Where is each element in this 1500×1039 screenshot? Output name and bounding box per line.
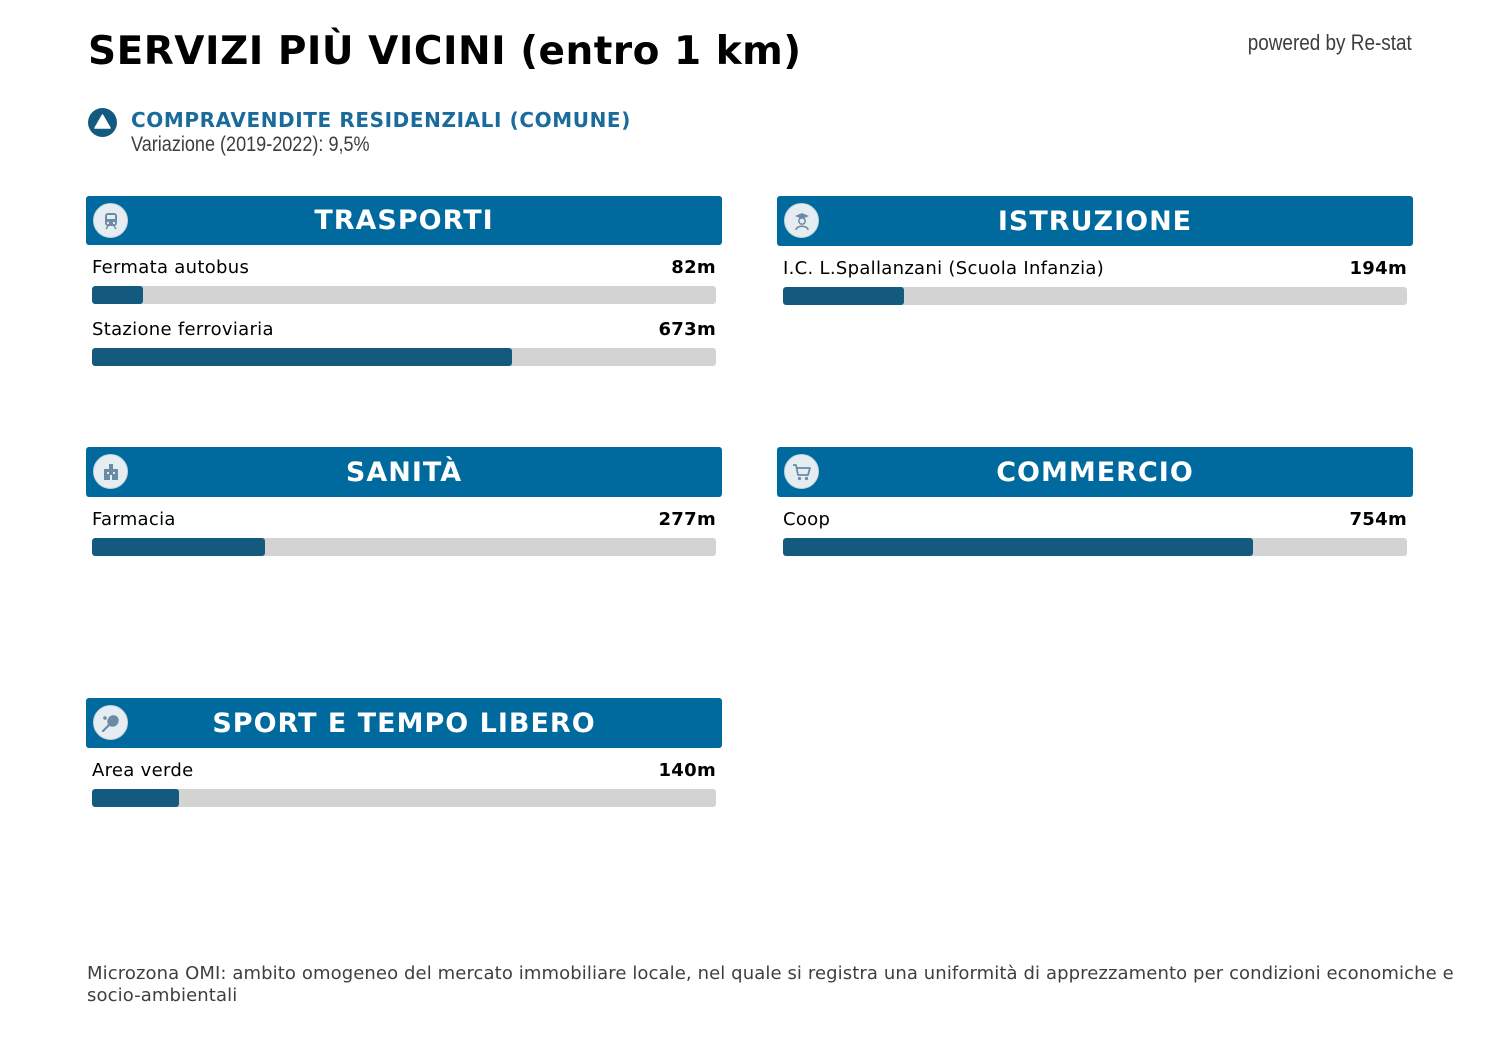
trend-title: COMPRAVENDITE RESIDENZIALI (COMUNE) — [131, 108, 631, 132]
list-item: Coop 754m — [783, 497, 1407, 559]
list-item: Farmacia 277m — [92, 497, 716, 559]
distance-bar-fill — [783, 287, 905, 305]
card-trasporti: TRASPORTI Fermata autobus 82m Stazione f… — [86, 196, 722, 369]
item-label: I.C. L.Spallanzani (Scuola Infanzia) — [783, 258, 1105, 279]
card-header: ISTRUZIONE — [777, 196, 1413, 246]
distance-bar-fill — [92, 789, 180, 807]
list-item: I.C. L.Spallanzani (Scuola Infanzia) 194… — [783, 246, 1407, 308]
item-distance: 194m — [1349, 258, 1407, 279]
card-title: COMMERCIO — [996, 456, 1194, 488]
student-icon — [784, 203, 819, 238]
list-item: Stazione ferroviaria 673m — [92, 307, 716, 369]
page-title: SERVIZI PIÙ VICINI (entro 1 km) — [88, 29, 802, 74]
list-item: Fermata autobus 82m — [92, 245, 716, 307]
card-istruzione: ISTRUZIONE I.C. L.Spallanzani (Scuola In… — [777, 196, 1413, 308]
list-item: Area verde 140m — [92, 748, 716, 810]
card-sanita: SANITÀ Farmacia 277m — [86, 447, 722, 559]
distance-bar-fill — [92, 286, 144, 304]
card-title: TRASPORTI — [314, 205, 494, 236]
item-label: Coop — [783, 509, 831, 530]
distance-bar-track — [92, 348, 716, 366]
distance-bar-track — [92, 789, 716, 807]
distance-bar-fill — [92, 348, 512, 366]
item-distance: 277m — [658, 509, 716, 530]
distance-bar-track — [783, 538, 1407, 556]
train-icon — [93, 203, 128, 238]
item-distance: 140m — [658, 760, 716, 781]
footnote: Microzona OMI: ambito omogeneo del merca… — [87, 963, 1454, 1006]
item-label: Area verde — [92, 760, 194, 781]
distance-bar-fill — [783, 538, 1254, 556]
trend-subtitle: Variazione (2019-2022): 9,5% — [131, 133, 370, 156]
card-sport: SPORT E TEMPO LIBERO Area verde 140m — [86, 698, 722, 810]
powered-by-label: powered by Re-stat — [1247, 30, 1412, 55]
card-header: COMMERCIO — [777, 447, 1413, 497]
card-header: SANITÀ — [86, 447, 722, 497]
card-header: TRASPORTI — [86, 196, 722, 245]
card-commercio: COMMERCIO Coop 754m — [777, 447, 1413, 559]
card-title: SANITÀ — [345, 456, 463, 488]
item-label: Farmacia — [92, 509, 176, 530]
item-label: Fermata autobus — [92, 257, 250, 278]
distance-bar-track — [92, 538, 716, 556]
card-title: SPORT E TEMPO LIBERO — [212, 707, 596, 739]
card-title: ISTRUZIONE — [997, 205, 1193, 237]
item-distance: 754m — [1349, 509, 1407, 530]
item-distance: 82m — [671, 257, 716, 278]
distance-bar-track — [783, 287, 1407, 305]
distance-bar-fill — [92, 538, 265, 556]
triangle-up-icon — [88, 108, 117, 137]
item-label: Stazione ferroviaria — [92, 319, 274, 340]
tennis-racket-icon — [93, 705, 128, 740]
card-header: SPORT E TEMPO LIBERO — [86, 698, 722, 748]
distance-bar-track — [92, 286, 716, 304]
item-distance: 673m — [658, 319, 716, 340]
hospital-icon — [93, 454, 128, 489]
shopping-cart-icon — [784, 454, 819, 489]
